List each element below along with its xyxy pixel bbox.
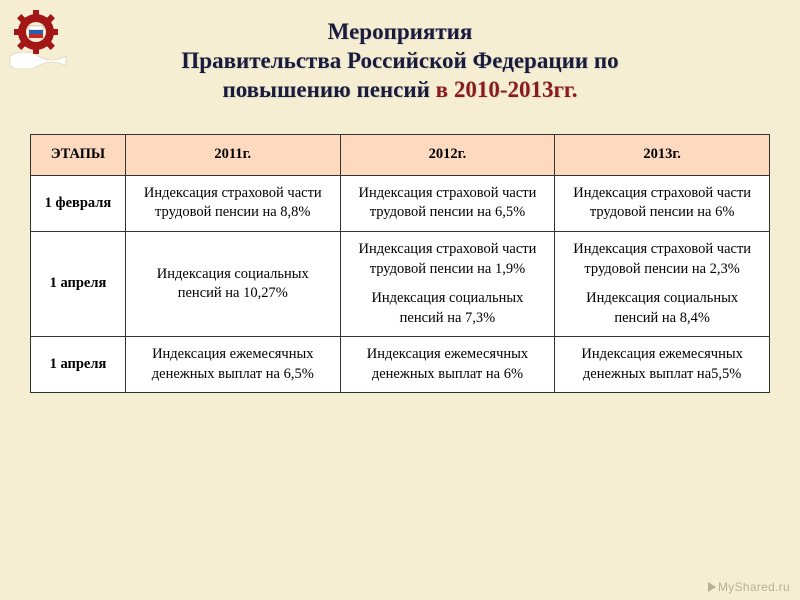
cell-text: Индексация ежемесячных денежных выплат н… bbox=[565, 345, 759, 384]
cell-text: Индексация социальных пенсий на 8,4% bbox=[565, 289, 759, 328]
stage-cell: 1 апреля bbox=[31, 231, 126, 336]
pfr-logo bbox=[8, 8, 68, 68]
title-line: Правительства Российской Федерации по bbox=[181, 48, 618, 73]
table-header-row: ЭТАПЫ 2011г. 2012г. 2013г. bbox=[31, 135, 770, 176]
table-cell: Индексация страховой части трудовой пенс… bbox=[125, 175, 340, 231]
cell-text: Индексация страховой части трудовой пенс… bbox=[565, 184, 759, 223]
watermark-text: MyShared.ru bbox=[718, 580, 790, 594]
stage-cell: 1 апреля bbox=[31, 337, 126, 393]
table-cell: Индексация ежемесячных денежных выплат н… bbox=[555, 337, 770, 393]
gear-icon bbox=[14, 10, 58, 54]
slide-title: Мероприятия Правительства Российской Фед… bbox=[0, 0, 800, 112]
title-line: повышению пенсий bbox=[222, 77, 429, 102]
title-accent: в 2010-2013гг. bbox=[430, 77, 578, 102]
col-header: 2013г. bbox=[555, 135, 770, 176]
cell-text: Индексация ежемесячных денежных выплат н… bbox=[136, 345, 330, 384]
wave-icon bbox=[10, 52, 66, 68]
title-line: Мероприятия bbox=[328, 19, 473, 44]
watermark: MyShared.ru bbox=[708, 580, 790, 594]
col-header: 2012г. bbox=[340, 135, 555, 176]
table-row: 1 апреля Индексация ежемесячных денежных … bbox=[31, 337, 770, 393]
pension-table: ЭТАПЫ 2011г. 2012г. 2013г. 1 февраля Инде… bbox=[30, 134, 770, 393]
table-cell: Индексация ежемесячных денежных выплат н… bbox=[340, 337, 555, 393]
cell-text: Индексация страховой части трудовой пенс… bbox=[351, 184, 545, 223]
table-cell: Индексация страховой части трудовой пенс… bbox=[340, 175, 555, 231]
table-cell: Индексация ежемесячных денежных выплат н… bbox=[125, 337, 340, 393]
col-header: ЭТАПЫ bbox=[31, 135, 126, 176]
cell-text: Индексация страховой части трудовой пенс… bbox=[136, 184, 330, 223]
cell-text: Индексация социальных пенсий на 10,27% bbox=[136, 265, 330, 304]
play-icon bbox=[708, 582, 716, 592]
table-cell: Индексация социальных пенсий на 10,27% bbox=[125, 231, 340, 336]
cell-text: Индексация страховой части трудовой пенс… bbox=[351, 240, 545, 279]
cell-text: Индексация страховой части трудовой пенс… bbox=[565, 240, 759, 279]
table-cell: Индексация страховой части трудовой пенс… bbox=[340, 231, 555, 336]
table-cell: Индексация страховой части трудовой пенс… bbox=[555, 175, 770, 231]
col-header: 2011г. bbox=[125, 135, 340, 176]
table-row: 1 февраля Индексация страховой части труд… bbox=[31, 175, 770, 231]
table-row: 1 апреля Индексация социальных пенсий на … bbox=[31, 231, 770, 336]
cell-text: Индексация ежемесячных денежных выплат н… bbox=[351, 345, 545, 384]
table-cell: Индексация страховой части трудовой пенс… bbox=[555, 231, 770, 336]
stage-cell: 1 февраля bbox=[31, 175, 126, 231]
cell-text: Индексация социальных пенсий на 7,3% bbox=[351, 289, 545, 328]
